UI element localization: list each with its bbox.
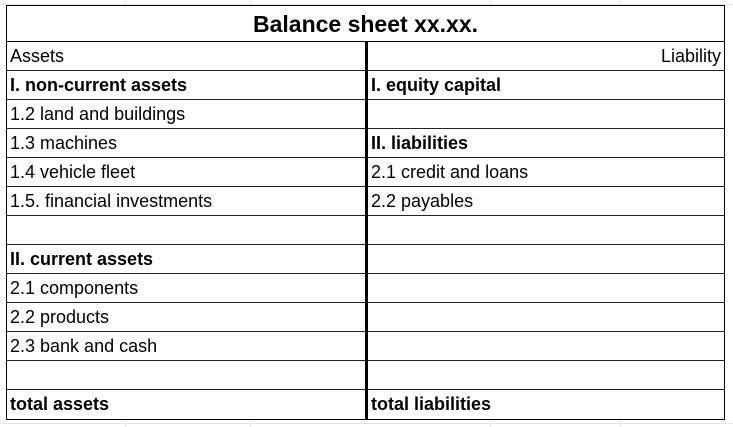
assets-cell[interactable]: II. current assets: [10, 249, 154, 269]
assets-cell[interactable]: [7, 216, 365, 244]
assets-header[interactable]: Assets: [10, 46, 65, 66]
liability-cell[interactable]: [368, 216, 724, 244]
column-divider: [365, 42, 368, 420]
liability-cell[interactable]: [368, 245, 724, 273]
assets-cell[interactable]: 2.2 products: [10, 307, 110, 327]
assets-cell[interactable]: [7, 361, 365, 389]
balance-sheet-table: Balance sheet xx.xx. Assets Liability I.…: [6, 5, 725, 420]
assets-cell[interactable]: 1.2 land and buildings: [10, 104, 186, 124]
liability-cell[interactable]: [368, 361, 724, 389]
assets-cell[interactable]: total assets: [10, 394, 110, 414]
liability-cell[interactable]: 2.2 payables: [371, 191, 474, 211]
table-row: total assets total liabilities: [7, 390, 724, 419]
liability-cell[interactable]: II. liabilities: [371, 133, 469, 153]
liability-cell[interactable]: 2.1 credit and loans: [371, 162, 529, 182]
liability-header[interactable]: Liability: [660, 46, 721, 66]
assets-cell[interactable]: 1.3 machines: [10, 133, 118, 153]
liability-cell[interactable]: [368, 274, 724, 302]
liability-cell[interactable]: [368, 332, 724, 360]
liability-cell[interactable]: I. equity capital: [371, 75, 502, 95]
liability-cell[interactable]: [368, 303, 724, 331]
assets-cell[interactable]: 1.5. financial investments: [10, 191, 213, 211]
assets-cell[interactable]: 1.4 vehicle fleet: [10, 162, 136, 182]
sheet-title[interactable]: Balance sheet xx.xx.: [7, 6, 724, 42]
liability-cell[interactable]: total liabilities: [371, 394, 492, 414]
assets-cell[interactable]: I. non-current assets: [10, 75, 188, 95]
liability-cell[interactable]: [368, 100, 724, 128]
assets-cell[interactable]: 2.1 components: [10, 278, 139, 298]
assets-cell[interactable]: 2.3 bank and cash: [10, 336, 158, 356]
